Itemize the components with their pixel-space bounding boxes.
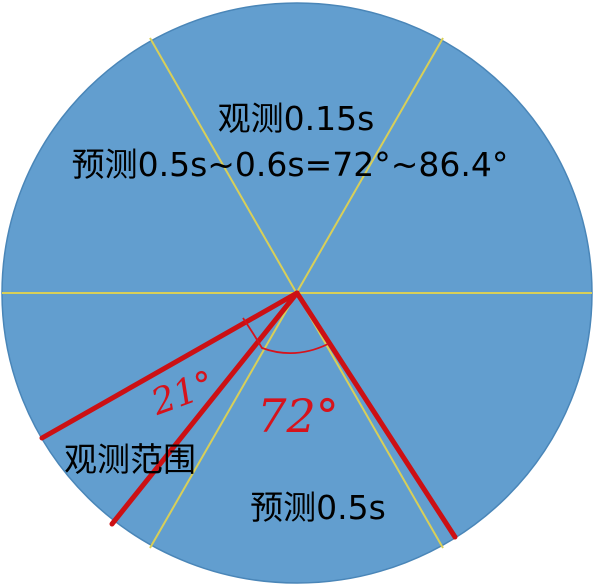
observe-top-label: 观测0.15s xyxy=(218,99,375,138)
angle-arc xyxy=(242,317,329,355)
marker-lines xyxy=(39,290,458,540)
observe-range-label: 观测范围 xyxy=(64,440,196,479)
prediction-left-boundary-line xyxy=(109,290,300,527)
predict-range-label: 预测0.5s~0.6s=72°~86.4° xyxy=(72,145,509,184)
angle-large-annotation: 72° xyxy=(257,389,339,443)
observe-range-boundary-line xyxy=(39,290,300,441)
predict-bottom-label: 预测0.5s xyxy=(250,488,386,527)
prediction-right-boundary-line xyxy=(294,290,458,540)
